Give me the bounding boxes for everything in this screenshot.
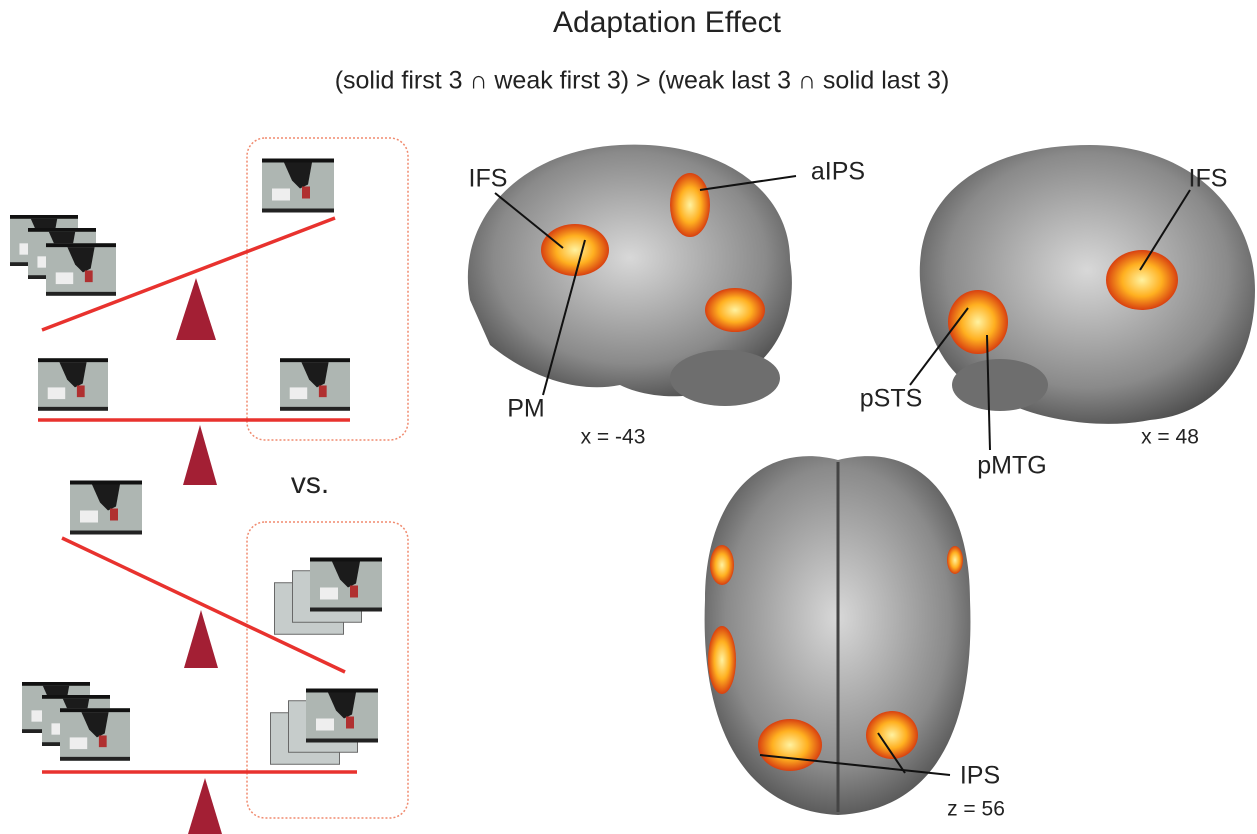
- activation: [708, 626, 736, 694]
- region-label: IPS: [960, 762, 1000, 790]
- region-label: pMTG: [977, 452, 1046, 480]
- video-frame: [70, 481, 142, 535]
- brain-right-lateral: IFS pSTS pMTG x = 48: [860, 145, 1255, 480]
- cerebellum: [952, 359, 1048, 411]
- region-label: IFS: [469, 165, 508, 193]
- fulcrum: [176, 278, 216, 340]
- region-label: aIPS: [811, 158, 865, 186]
- activation: [710, 545, 734, 585]
- slice-coordinate: x = 48: [1141, 426, 1199, 449]
- activation: [1106, 250, 1178, 310]
- activation: [758, 719, 822, 771]
- video-frame: [38, 358, 108, 411]
- video-frame: [310, 558, 382, 612]
- subtitle: (solid first 3 ∩ weak first 3) > (weak l…: [335, 67, 950, 95]
- vs-label: vs.: [291, 467, 329, 500]
- activation: [947, 546, 963, 574]
- video-frame: [262, 159, 334, 213]
- fulcrum: [184, 610, 218, 668]
- activation: [670, 173, 710, 237]
- activation: [866, 711, 918, 759]
- activation: [705, 288, 765, 332]
- seesaw-panel: vs.: [10, 138, 408, 834]
- video-frame: [60, 708, 130, 761]
- region-label: PM: [507, 395, 545, 423]
- video-frame: [280, 358, 350, 411]
- region-label: pSTS: [860, 385, 923, 413]
- video-frame: [46, 243, 116, 296]
- cerebellum: [670, 350, 780, 406]
- title: Adaptation Effect: [553, 6, 782, 39]
- brain-axial: IPS z = 56: [705, 456, 1005, 820]
- video-frame: [306, 689, 378, 743]
- brain-left-lateral: IFS aIPS PM x = -43: [468, 145, 865, 449]
- fulcrum: [183, 425, 217, 485]
- slice-coordinate: x = -43: [581, 426, 646, 449]
- slice-coordinate: z = 56: [947, 798, 1005, 821]
- activation: [541, 224, 609, 276]
- region-label: IFS: [1189, 165, 1228, 193]
- figure: Adaptation Effect (solid first 3 ∩ weak …: [0, 0, 1257, 834]
- fulcrum: [188, 778, 222, 834]
